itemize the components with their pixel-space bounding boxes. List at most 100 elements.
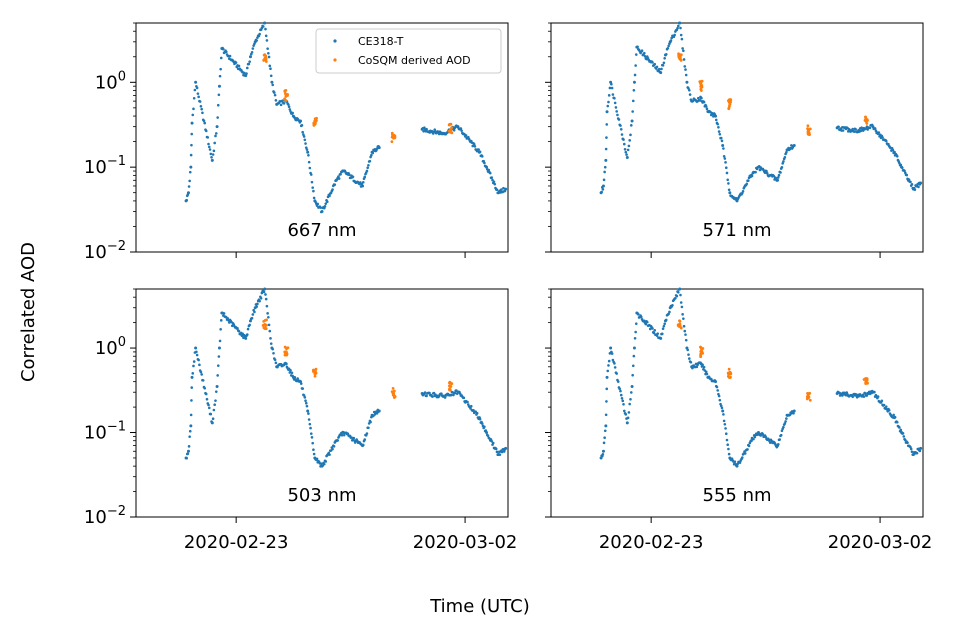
data-point bbox=[679, 301, 683, 304]
data-point bbox=[720, 139, 724, 143]
data-point bbox=[216, 103, 220, 107]
data-point bbox=[871, 125, 875, 129]
data-point bbox=[613, 97, 616, 100]
data-point bbox=[727, 107, 731, 111]
data-point bbox=[891, 148, 895, 152]
data-point bbox=[199, 370, 203, 374]
data-point bbox=[303, 396, 307, 399]
data-point bbox=[729, 375, 732, 379]
data-point bbox=[267, 323, 271, 327]
data-point bbox=[502, 450, 506, 453]
data-point bbox=[282, 102, 286, 105]
data-point bbox=[189, 424, 193, 428]
data-point bbox=[709, 377, 713, 381]
data-point bbox=[865, 122, 869, 125]
data-point bbox=[792, 143, 796, 147]
data-point bbox=[761, 432, 765, 436]
data-point bbox=[726, 374, 730, 378]
data-point bbox=[684, 338, 688, 342]
data-point bbox=[268, 329, 272, 333]
data-point bbox=[782, 160, 785, 163]
panel-4: 2020-02-23 2020-03-02 555 nm bbox=[545, 287, 932, 553]
data-point bbox=[783, 155, 787, 159]
data-point bbox=[422, 129, 425, 133]
data-point bbox=[680, 37, 684, 41]
data-point bbox=[215, 385, 219, 389]
data-point bbox=[305, 404, 309, 408]
data-point bbox=[627, 411, 631, 414]
y-tick-label: 10−1 bbox=[84, 154, 126, 178]
data-point bbox=[714, 118, 718, 122]
data-point bbox=[216, 116, 219, 119]
legend-label: CE318-T bbox=[358, 35, 404, 48]
data-point bbox=[622, 138, 625, 141]
data-point bbox=[874, 129, 878, 133]
data-point bbox=[754, 170, 757, 174]
data-point bbox=[715, 385, 719, 389]
data-point bbox=[296, 377, 299, 380]
data-point bbox=[634, 64, 637, 67]
data-point bbox=[203, 121, 207, 125]
data-point bbox=[291, 111, 294, 115]
data-point bbox=[248, 319, 252, 323]
data-point bbox=[699, 87, 703, 91]
data-point bbox=[700, 85, 704, 89]
data-point bbox=[431, 395, 434, 398]
data-point bbox=[678, 319, 682, 323]
series-cosqm bbox=[677, 52, 869, 137]
data-point bbox=[328, 453, 331, 456]
data-point bbox=[202, 119, 206, 123]
data-point bbox=[290, 371, 294, 375]
data-point bbox=[806, 396, 810, 400]
data-point bbox=[603, 165, 607, 169]
data-point bbox=[217, 84, 221, 88]
data-point bbox=[616, 380, 620, 383]
data-point bbox=[190, 121, 194, 125]
data-point bbox=[604, 158, 608, 162]
data-point bbox=[620, 133, 624, 136]
data-point bbox=[696, 96, 700, 100]
data-point bbox=[460, 129, 463, 132]
data-point bbox=[605, 400, 608, 403]
data-point bbox=[740, 456, 744, 459]
data-point bbox=[262, 25, 265, 28]
data-point bbox=[307, 412, 310, 415]
data-point bbox=[609, 346, 613, 350]
data-point bbox=[269, 67, 272, 71]
data-point bbox=[632, 354, 636, 358]
series-ce318t bbox=[184, 21, 508, 214]
data-point bbox=[627, 144, 631, 148]
data-point bbox=[619, 128, 623, 131]
data-point bbox=[262, 319, 266, 323]
data-point bbox=[705, 372, 709, 376]
data-point bbox=[269, 337, 272, 340]
panels: 10−2 10−1 100 667 nm 571 nm 10−2 10−1 100 2020-0… bbox=[84, 21, 932, 553]
data-point bbox=[906, 441, 909, 445]
data-point bbox=[640, 315, 643, 319]
data-point bbox=[653, 329, 657, 332]
data-point bbox=[919, 181, 923, 185]
data-point bbox=[752, 437, 755, 441]
data-point bbox=[884, 139, 888, 143]
data-point bbox=[272, 351, 275, 355]
data-point bbox=[369, 420, 372, 424]
data-point bbox=[502, 186, 505, 190]
data-point bbox=[236, 326, 239, 330]
data-point bbox=[695, 365, 699, 369]
data-point bbox=[267, 315, 270, 319]
data-point bbox=[201, 111, 204, 115]
data-point bbox=[651, 327, 654, 330]
data-point bbox=[207, 403, 210, 407]
data-point bbox=[263, 287, 267, 291]
data-point bbox=[721, 409, 725, 413]
data-point bbox=[264, 293, 267, 296]
data-point bbox=[188, 179, 191, 183]
data-point bbox=[689, 360, 693, 364]
data-point bbox=[200, 373, 203, 376]
data-point bbox=[667, 44, 670, 48]
data-point bbox=[190, 132, 194, 136]
data-point bbox=[727, 447, 730, 451]
data-point bbox=[735, 464, 739, 468]
data-point bbox=[193, 88, 197, 92]
data-point bbox=[483, 425, 486, 429]
